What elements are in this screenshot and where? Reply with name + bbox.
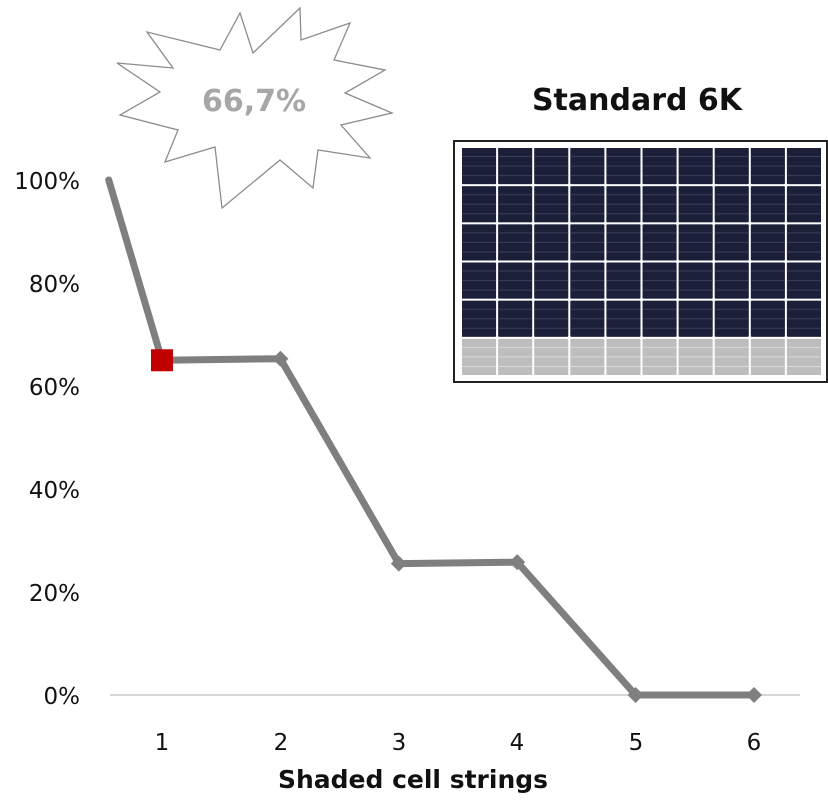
cell-junction [711,183,716,187]
data-point-marker [627,687,644,703]
cell-junction [748,336,752,340]
cell-junction [675,221,680,226]
x-tick-label: 6 [747,730,762,756]
cell-junction [531,259,535,264]
cell-junction [711,297,716,302]
cell-junction [567,336,572,340]
cell-junction [748,297,752,302]
cell-junction [603,259,608,264]
cell-junction [675,183,680,187]
callout-label: 66,7% [202,84,306,119]
cell-junction [531,297,535,302]
cell-junction [567,221,572,226]
cell-junction [675,297,680,302]
cell-junction [639,336,644,340]
x-tick-label: 2 [274,730,289,756]
cell-junction [784,221,788,226]
y-tick-label: 40% [29,478,80,504]
cell-junction [639,221,644,226]
panel-title: Standard 6K [532,83,744,118]
data-point-marker [509,554,526,571]
cell-junction [711,259,716,264]
cell-junction [531,221,535,226]
data-point-marker [272,350,289,367]
y-tick-label: 100% [14,169,80,195]
cell-junction [495,259,499,264]
cell-junction [603,183,608,187]
cell-junction [495,336,499,340]
cell-junction [495,297,499,302]
cell-junction [748,221,752,226]
cell-junction [784,259,788,264]
x-tick-label: 5 [629,730,644,756]
x-tick-label: 4 [510,730,525,756]
y-tick-labels: 0% 20% 40% 60% 80% 100% [14,169,80,710]
cell-junction [639,183,644,187]
x-tick-labels: 1 2 3 4 5 6 [155,730,762,756]
starburst-shape [116,6,395,210]
cell-junction [603,336,608,340]
cell-junction [495,183,499,187]
cell-junction [675,336,680,340]
cell-junction [711,221,716,226]
cell-junction [784,183,788,187]
cell-junction [567,183,572,187]
callout-starburst: 66,7% [116,6,395,210]
x-tick-label: 1 [155,730,170,756]
cell-junction [567,297,572,302]
data-point-marker [390,555,407,572]
cell-junction [784,297,788,302]
cell-junction [603,221,608,226]
cell-junction [531,183,535,187]
y-tick-label: 20% [29,581,80,607]
cell-junction [711,336,716,340]
x-tick-label: 3 [392,730,407,756]
cell-junction [675,259,680,264]
cell-junction [639,259,644,264]
cell-junction [639,297,644,302]
series-group [105,176,762,703]
cell-junction [784,336,788,340]
y-tick-label: 0% [44,684,81,710]
y-tick-label: 60% [29,375,80,401]
cell-junction [567,259,572,264]
y-tick-label: 80% [29,272,80,298]
data-point-marker [746,687,762,703]
cell-junction [531,336,535,340]
cell-junction [748,183,752,187]
highlight-marker [151,349,173,372]
solar-panel-image [453,140,828,383]
cell-junction [495,221,499,226]
cell-junction [748,259,752,264]
cell-junction [603,297,608,302]
x-axis-title: Shaded cell strings [278,765,548,794]
